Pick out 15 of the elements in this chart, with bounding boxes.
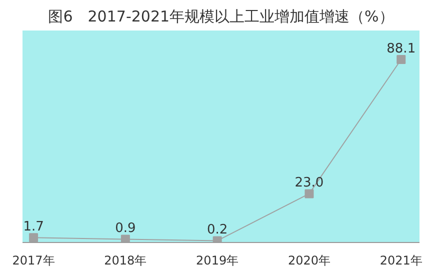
data-label: 0.9 <box>115 221 136 236</box>
x-tick-label: 2020年 <box>288 254 330 268</box>
point <box>304 189 314 198</box>
x-tick-label: 2017年 <box>12 254 55 268</box>
point <box>120 234 130 242</box>
data-label: 23.0 <box>294 176 324 191</box>
point <box>29 233 38 242</box>
data-label: 1.7 <box>23 220 44 235</box>
data-label: 0.2 <box>206 222 228 238</box>
point <box>396 54 406 64</box>
x-tick-label: 2021年 <box>380 254 422 268</box>
x-tick-label: 2019年 <box>196 254 239 268</box>
x-tick-label: 2018年 <box>104 254 147 268</box>
chart-title: 图6 2017-2021年规模以上工业增加值增速（%） <box>48 8 394 26</box>
data-label: 88.1 <box>386 41 416 56</box>
